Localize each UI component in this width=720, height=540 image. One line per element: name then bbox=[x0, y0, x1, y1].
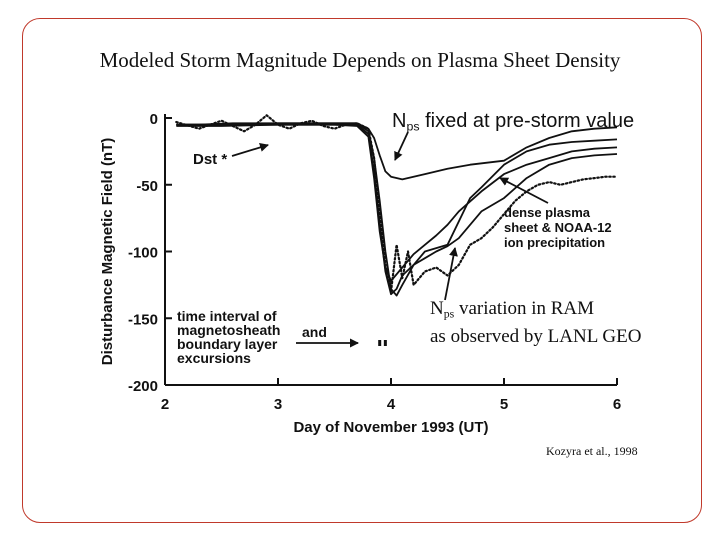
dense-label-line: ion precipitation bbox=[504, 235, 605, 250]
interval-and-label: and bbox=[302, 324, 327, 340]
x-tick-label: 5 bbox=[500, 396, 508, 413]
y-tick-label: -100 bbox=[128, 245, 158, 262]
nps-var-line2: as observed by LANL GEO bbox=[430, 325, 642, 347]
nps-var-n: N bbox=[430, 298, 444, 319]
y-tick-label: 0 bbox=[150, 111, 158, 128]
dst-label: Dst * bbox=[193, 151, 227, 168]
nps-var-sub: ps bbox=[443, 307, 455, 321]
dense-arrow bbox=[499, 177, 549, 204]
dst-arrow bbox=[231, 143, 269, 157]
x-tick-label: 3 bbox=[274, 396, 282, 413]
series-line-dst bbox=[175, 114, 619, 293]
interval-label-line: magnetosheath bbox=[177, 322, 280, 338]
y-axis-label: Disturbance Magnetic Field (nT) bbox=[99, 138, 116, 366]
x-tick-label: 4 bbox=[387, 396, 396, 413]
x-axis-label: Day of November 1993 (UT) bbox=[293, 419, 488, 436]
citation: Kozyra et al., 1998 bbox=[546, 444, 638, 458]
series-line-dense_noaa12 bbox=[176, 122, 618, 297]
slide-frame bbox=[22, 18, 702, 523]
annotation-nps-variation: Nps variation in RAM as observed by LANL … bbox=[430, 298, 641, 348]
interval-mark bbox=[383, 340, 387, 346]
x-tick-label: 6 bbox=[613, 396, 621, 413]
dense-label-line: dense plasma bbox=[504, 205, 591, 220]
interval-label-line: excursions bbox=[177, 350, 251, 366]
series-line-lanl_geo bbox=[176, 123, 618, 296]
y-tick-label: -150 bbox=[128, 311, 158, 328]
annotation-nps-fixed: Nps fixed at pre-storm value bbox=[392, 110, 634, 134]
nps-fixed-arrow bbox=[394, 131, 409, 161]
dense-label-line: sheet & NOAA-12 bbox=[504, 220, 612, 235]
nps-var-rest: variation in RAM bbox=[454, 298, 595, 319]
interval-label-line: boundary layer bbox=[177, 336, 278, 352]
y-tick-label: -50 bbox=[136, 178, 158, 195]
x-tick-label: 2 bbox=[161, 396, 169, 413]
nps-fixed-n: N bbox=[392, 110, 407, 132]
series-line-model_extra bbox=[176, 123, 618, 282]
interval-mark bbox=[378, 340, 382, 346]
slide-title: Modeled Storm Magnitude Depends on Plasm… bbox=[99, 48, 621, 72]
series-layer bbox=[175, 114, 619, 297]
nps-fixed-rest: fixed at pre-storm value bbox=[419, 110, 635, 132]
nps-fixed-sub: ps bbox=[406, 119, 420, 134]
nps-variation-arrow bbox=[444, 247, 458, 301]
interval-label-line: time interval of bbox=[177, 308, 277, 324]
y-tick-label: -200 bbox=[128, 378, 158, 395]
